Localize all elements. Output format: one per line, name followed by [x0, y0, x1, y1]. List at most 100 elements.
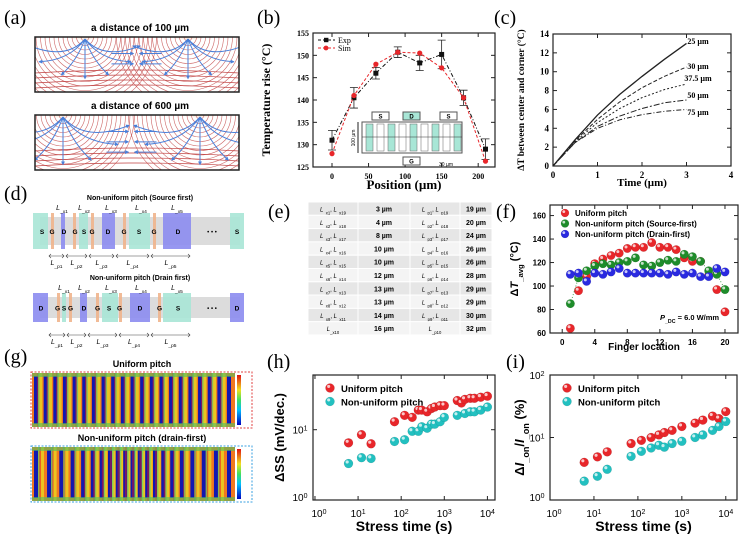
hot-stripe [155, 447, 158, 501]
point-highlight [604, 466, 608, 470]
data-point [679, 249, 689, 259]
electrode-label: D [62, 229, 67, 236]
data-point [663, 242, 673, 252]
hot-stripe [191, 373, 194, 427]
cool-stripe [165, 447, 167, 501]
x-tick-label: 100 [399, 172, 411, 181]
y-axis-label: ΔT_avg (°C) [509, 241, 525, 296]
data-point [630, 253, 641, 263]
table-cell: 3 µm [376, 207, 392, 214]
legend-marker [560, 229, 570, 239]
hot-stripe [181, 373, 184, 427]
panel-a-simulation: a distance of 100 µm a distance of 600 µm [34, 23, 240, 171]
point-highlight [678, 438, 683, 442]
data-point [606, 250, 616, 261]
panel-label-g: (g) [4, 346, 27, 368]
cool-stripe [57, 373, 59, 427]
point-highlight [638, 448, 642, 452]
table-cell: 4 µm [376, 220, 392, 227]
table-row: L_x1, L_x19 3 µm L_p1, L_p19 19 µm [307, 201, 493, 216]
data-point [671, 267, 681, 277]
legend-marker [325, 396, 335, 407]
hot-stripe [114, 373, 117, 427]
electrode-stripe [99, 450, 104, 498]
electrode-stripe [34, 376, 38, 424]
x-axis-label: Position (µm) [366, 177, 441, 192]
cool-stripe [192, 373, 194, 427]
point-highlight [562, 220, 566, 224]
point-highlight [681, 251, 685, 255]
pitch-arrow [48, 332, 66, 338]
inset-pad-label: G [409, 160, 414, 166]
data-point [663, 269, 673, 279]
data-point [482, 158, 489, 164]
inset-finger [398, 123, 407, 152]
data-point [579, 457, 589, 468]
point-highlight [583, 278, 587, 282]
y-tick-label: 60 [537, 329, 546, 338]
electrode-g [57, 293, 60, 322]
point-highlight [722, 418, 727, 422]
hot-stripe [162, 373, 165, 427]
point-highlight [418, 406, 422, 411]
y-tick-label: 120 [533, 259, 547, 268]
electrode-label: D [176, 229, 181, 236]
electrode-d [33, 293, 48, 322]
tick-label: 104 [480, 509, 495, 521]
y-axis-label: ΔT between center and corner (°C) [516, 29, 527, 170]
heat-flow-arrow [84, 38, 110, 76]
spacing-label: L_x2 [78, 205, 90, 215]
isotherm [146, 115, 239, 169]
electrode-label: D [235, 306, 240, 313]
y-tick-label: 125 [297, 163, 309, 172]
isotherm [35, 37, 139, 91]
x-tick-label: 0 [330, 172, 334, 181]
point-highlight [716, 415, 720, 419]
inset-finger [453, 123, 462, 152]
point-highlight [594, 453, 598, 457]
pitch-label: L_p5 [164, 339, 176, 349]
data-point [647, 268, 657, 278]
thermal-map: Uniform pitch [30, 359, 253, 429]
point-highlight [709, 412, 713, 417]
gate-stripe [166, 447, 170, 501]
sim-field [35, 37, 239, 92]
electrode-stripe [217, 376, 222, 424]
gate-stripe [65, 447, 69, 501]
point-highlight [669, 427, 673, 431]
isotherm [35, 115, 117, 169]
isotherm [35, 84, 239, 89]
point-highlight [567, 300, 571, 304]
point-highlight [391, 438, 395, 442]
tick-label: 104 [718, 509, 733, 521]
electrode-d [102, 213, 115, 249]
data-point [460, 95, 467, 101]
table-row: L_x9, L_x11 14 µm L_p9, L_p11 30 µm [307, 307, 493, 323]
pitch-arrow [88, 253, 115, 259]
heat-flow-arrow [62, 116, 130, 133]
cool-stripe [134, 447, 136, 501]
hot-stripe [124, 447, 127, 501]
table-cell: 29 µm [466, 300, 486, 307]
data-point [565, 299, 575, 309]
y-tick-label: 0 [545, 161, 550, 171]
data-point [389, 436, 400, 447]
heat-flow-arrow [144, 116, 201, 147]
data-point [351, 92, 357, 99]
x-tick-label: 20 [721, 338, 730, 347]
point-highlight [608, 268, 612, 272]
hot-stripe [132, 447, 135, 501]
point-highlight [678, 423, 683, 427]
hot-stripe [36, 373, 39, 427]
cool-stripe [63, 447, 65, 501]
electrode-stripe [149, 376, 154, 424]
cool-stripe [183, 447, 186, 501]
point-highlight [600, 256, 604, 260]
gate-stripe [203, 373, 207, 427]
data-point [663, 255, 673, 265]
point-highlight [689, 253, 693, 257]
electrode-label: G [95, 306, 100, 313]
table-cell: 26 µm [466, 260, 486, 267]
electrode-g [119, 293, 122, 322]
